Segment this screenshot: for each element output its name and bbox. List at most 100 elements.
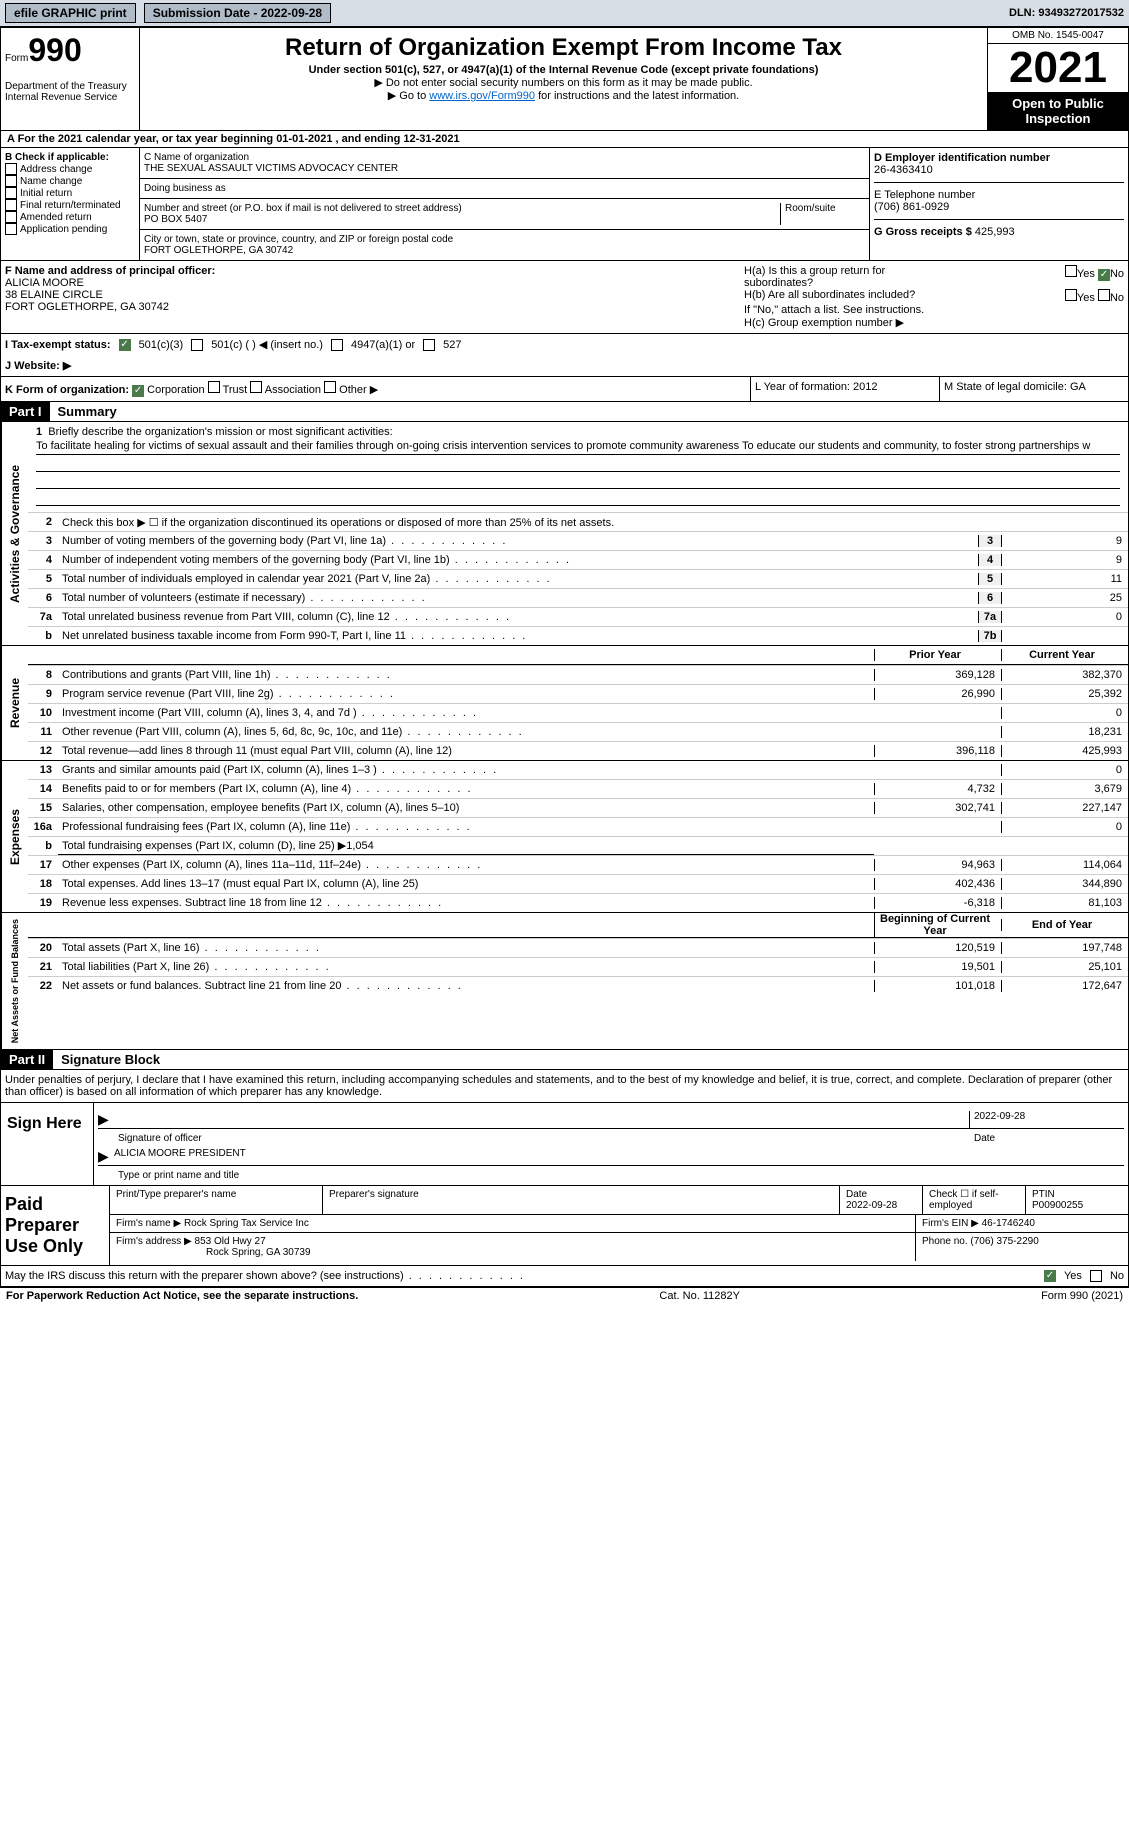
irs-link[interactable]: www.irs.gov/Form990	[429, 90, 535, 102]
expenses-section: Expenses 13Grants and similar amounts pa…	[0, 761, 1129, 913]
l1-label: Briefly describe the organization's miss…	[48, 426, 392, 438]
penalty-text: Under penalties of perjury, I declare th…	[0, 1070, 1129, 1103]
col-b-header: B Check if applicable:	[5, 152, 135, 163]
prep-selfemp: Check ☐ if self-employed	[923, 1186, 1026, 1214]
form-990-number: 990	[28, 32, 81, 68]
c18: 344,890	[1001, 878, 1128, 890]
addr-label: Number and street (or P.O. box if mail i…	[144, 203, 780, 214]
efile-btn[interactable]: efile GRAPHIC print	[5, 3, 136, 23]
form-word: Form	[5, 53, 28, 64]
c19: 81,103	[1001, 897, 1128, 909]
col-d: D Employer identification number 26-4363…	[869, 148, 1128, 260]
l17: Other expenses (Part IX, column (A), lin…	[58, 857, 874, 873]
cat-no: Cat. No. 11282Y	[659, 1290, 740, 1302]
firm-phone-label: Phone no.	[922, 1236, 968, 1247]
p19: -6,318	[874, 897, 1001, 909]
ha-yes[interactable]	[1065, 265, 1077, 277]
submission-btn[interactable]: Submission Date - 2022-09-28	[144, 3, 331, 23]
l15: Salaries, other compensation, employee b…	[58, 800, 874, 816]
assoc-check[interactable]	[250, 381, 262, 393]
form-number-box: Form990 Department of the Treasury Inter…	[1, 28, 140, 130]
form-header: Form990 Department of the Treasury Inter…	[0, 27, 1129, 131]
4947-label: 4947(a)(1) or	[351, 339, 415, 351]
date-label: Date	[974, 1133, 1124, 1144]
501c3-check[interactable]: ✓	[119, 339, 131, 351]
l3-text: Number of voting members of the governin…	[58, 533, 978, 549]
p22: 101,018	[874, 980, 1001, 992]
l19: Revenue less expenses. Subtract line 18 …	[58, 895, 874, 911]
row-klm: K Form of organization: ✓ Corporation Tr…	[0, 377, 1129, 402]
discuss-no[interactable]	[1090, 1270, 1102, 1282]
other-check[interactable]	[324, 381, 336, 393]
dln: DLN: 93493272017532	[1009, 7, 1124, 19]
checkbox-final[interactable]	[5, 199, 17, 211]
name-title-label: Type or print name and title	[98, 1170, 1124, 1181]
website-label: J Website: ▶	[5, 359, 71, 372]
label-initial: Initial return	[20, 188, 72, 199]
hb-note: If "No," attach a list. See instructions…	[744, 304, 1124, 316]
row-bcd: B Check if applicable: Address change Na…	[0, 148, 1129, 261]
corp-label: Corporation	[147, 384, 204, 396]
officer-box: F Name and address of principal officer:…	[1, 261, 740, 333]
sign-here-row: Sign Here ▶ 2022-09-28 Signature of offi…	[0, 1103, 1129, 1186]
note-pre: ▶ Go to	[388, 90, 429, 102]
part2-header: Part II Signature Block	[0, 1050, 1129, 1070]
ptin-label: PTIN	[1032, 1189, 1055, 1200]
part1-header: Part I Summary	[0, 402, 1129, 422]
l5-text: Total number of individuals employed in …	[58, 571, 978, 587]
hb-no[interactable]	[1098, 289, 1110, 301]
discuss-yes[interactable]: ✓	[1044, 1270, 1056, 1282]
activities-section: Activities & Governance 1 Briefly descri…	[0, 422, 1129, 646]
c13: 0	[1001, 764, 1128, 776]
pra-notice: For Paperwork Reduction Act Notice, see …	[6, 1290, 358, 1302]
checkbox-amended[interactable]	[5, 211, 17, 223]
checkbox-initial[interactable]	[5, 187, 17, 199]
other-label: Other ▶	[339, 384, 378, 396]
row-i: I Tax-exempt status: ✓501(c)(3) 501(c) (…	[0, 334, 1129, 355]
officer-name: ALICIA MOORE	[5, 277, 736, 289]
no-label2: No	[1110, 292, 1124, 304]
corp-check[interactable]: ✓	[132, 385, 144, 397]
p12: 396,118	[874, 745, 1001, 757]
l14: Benefits paid to or for members (Part IX…	[58, 781, 874, 797]
ha-no[interactable]: ✓	[1098, 269, 1110, 281]
527-check[interactable]	[423, 339, 435, 351]
part1-title: Summary	[50, 402, 125, 421]
form-title: Return of Organization Exempt From Incom…	[144, 34, 983, 62]
street-address: PO BOX 5407	[144, 214, 780, 225]
trust-label: Trust	[223, 384, 248, 396]
label-pending: Application pending	[20, 224, 107, 235]
end-header: End of Year	[1001, 919, 1128, 931]
group-box: H(a) Is this a group return forsubordina…	[740, 261, 1128, 333]
c12: 425,993	[1001, 745, 1128, 757]
label-name-change: Name change	[20, 176, 82, 187]
state-domicile: M State of legal domicile: GA	[940, 377, 1128, 401]
501c-check[interactable]	[191, 339, 203, 351]
col-b: B Check if applicable: Address change Na…	[1, 148, 140, 260]
arrow-icon2: ▶	[98, 1148, 114, 1165]
501c3-label: 501(c)(3)	[139, 339, 184, 351]
officer-addr2: FORT OGLETHORPE, GA 30742	[5, 301, 736, 313]
year-formation: L Year of formation: 2012	[751, 377, 940, 401]
l21: Total liabilities (Part X, line 26)	[58, 959, 874, 975]
revenue-section: Revenue Prior YearCurrent Year 8Contribu…	[0, 646, 1129, 761]
c14: 3,679	[1001, 783, 1128, 795]
firm-phone: (706) 375-2290	[970, 1236, 1038, 1247]
checkbox-pending[interactable]	[5, 223, 17, 235]
l6-text: Total number of volunteers (estimate if …	[58, 590, 978, 606]
4947-check[interactable]	[331, 339, 343, 351]
omb-number: OMB No. 1545-0047	[988, 28, 1128, 44]
l13: Grants and similar amounts paid (Part IX…	[58, 762, 874, 778]
v6: 25	[1002, 592, 1128, 604]
mission-box: 1 Briefly describe the organization's mi…	[28, 422, 1128, 512]
l12: Total revenue—add lines 8 through 11 (mu…	[58, 743, 874, 759]
checkbox-name[interactable]	[5, 175, 17, 187]
trust-check[interactable]	[208, 381, 220, 393]
preparer-label: Paid Preparer Use Only	[1, 1186, 110, 1265]
arrow-icon: ▶	[98, 1111, 114, 1128]
checkbox-address[interactable]	[5, 163, 17, 175]
hb-yes[interactable]	[1065, 289, 1077, 301]
prep-sig-header: Preparer's signature	[323, 1186, 840, 1214]
sidebar-netassets: Net Assets or Fund Balances	[1, 913, 28, 1049]
discuss-yes-label: Yes	[1064, 1270, 1082, 1282]
